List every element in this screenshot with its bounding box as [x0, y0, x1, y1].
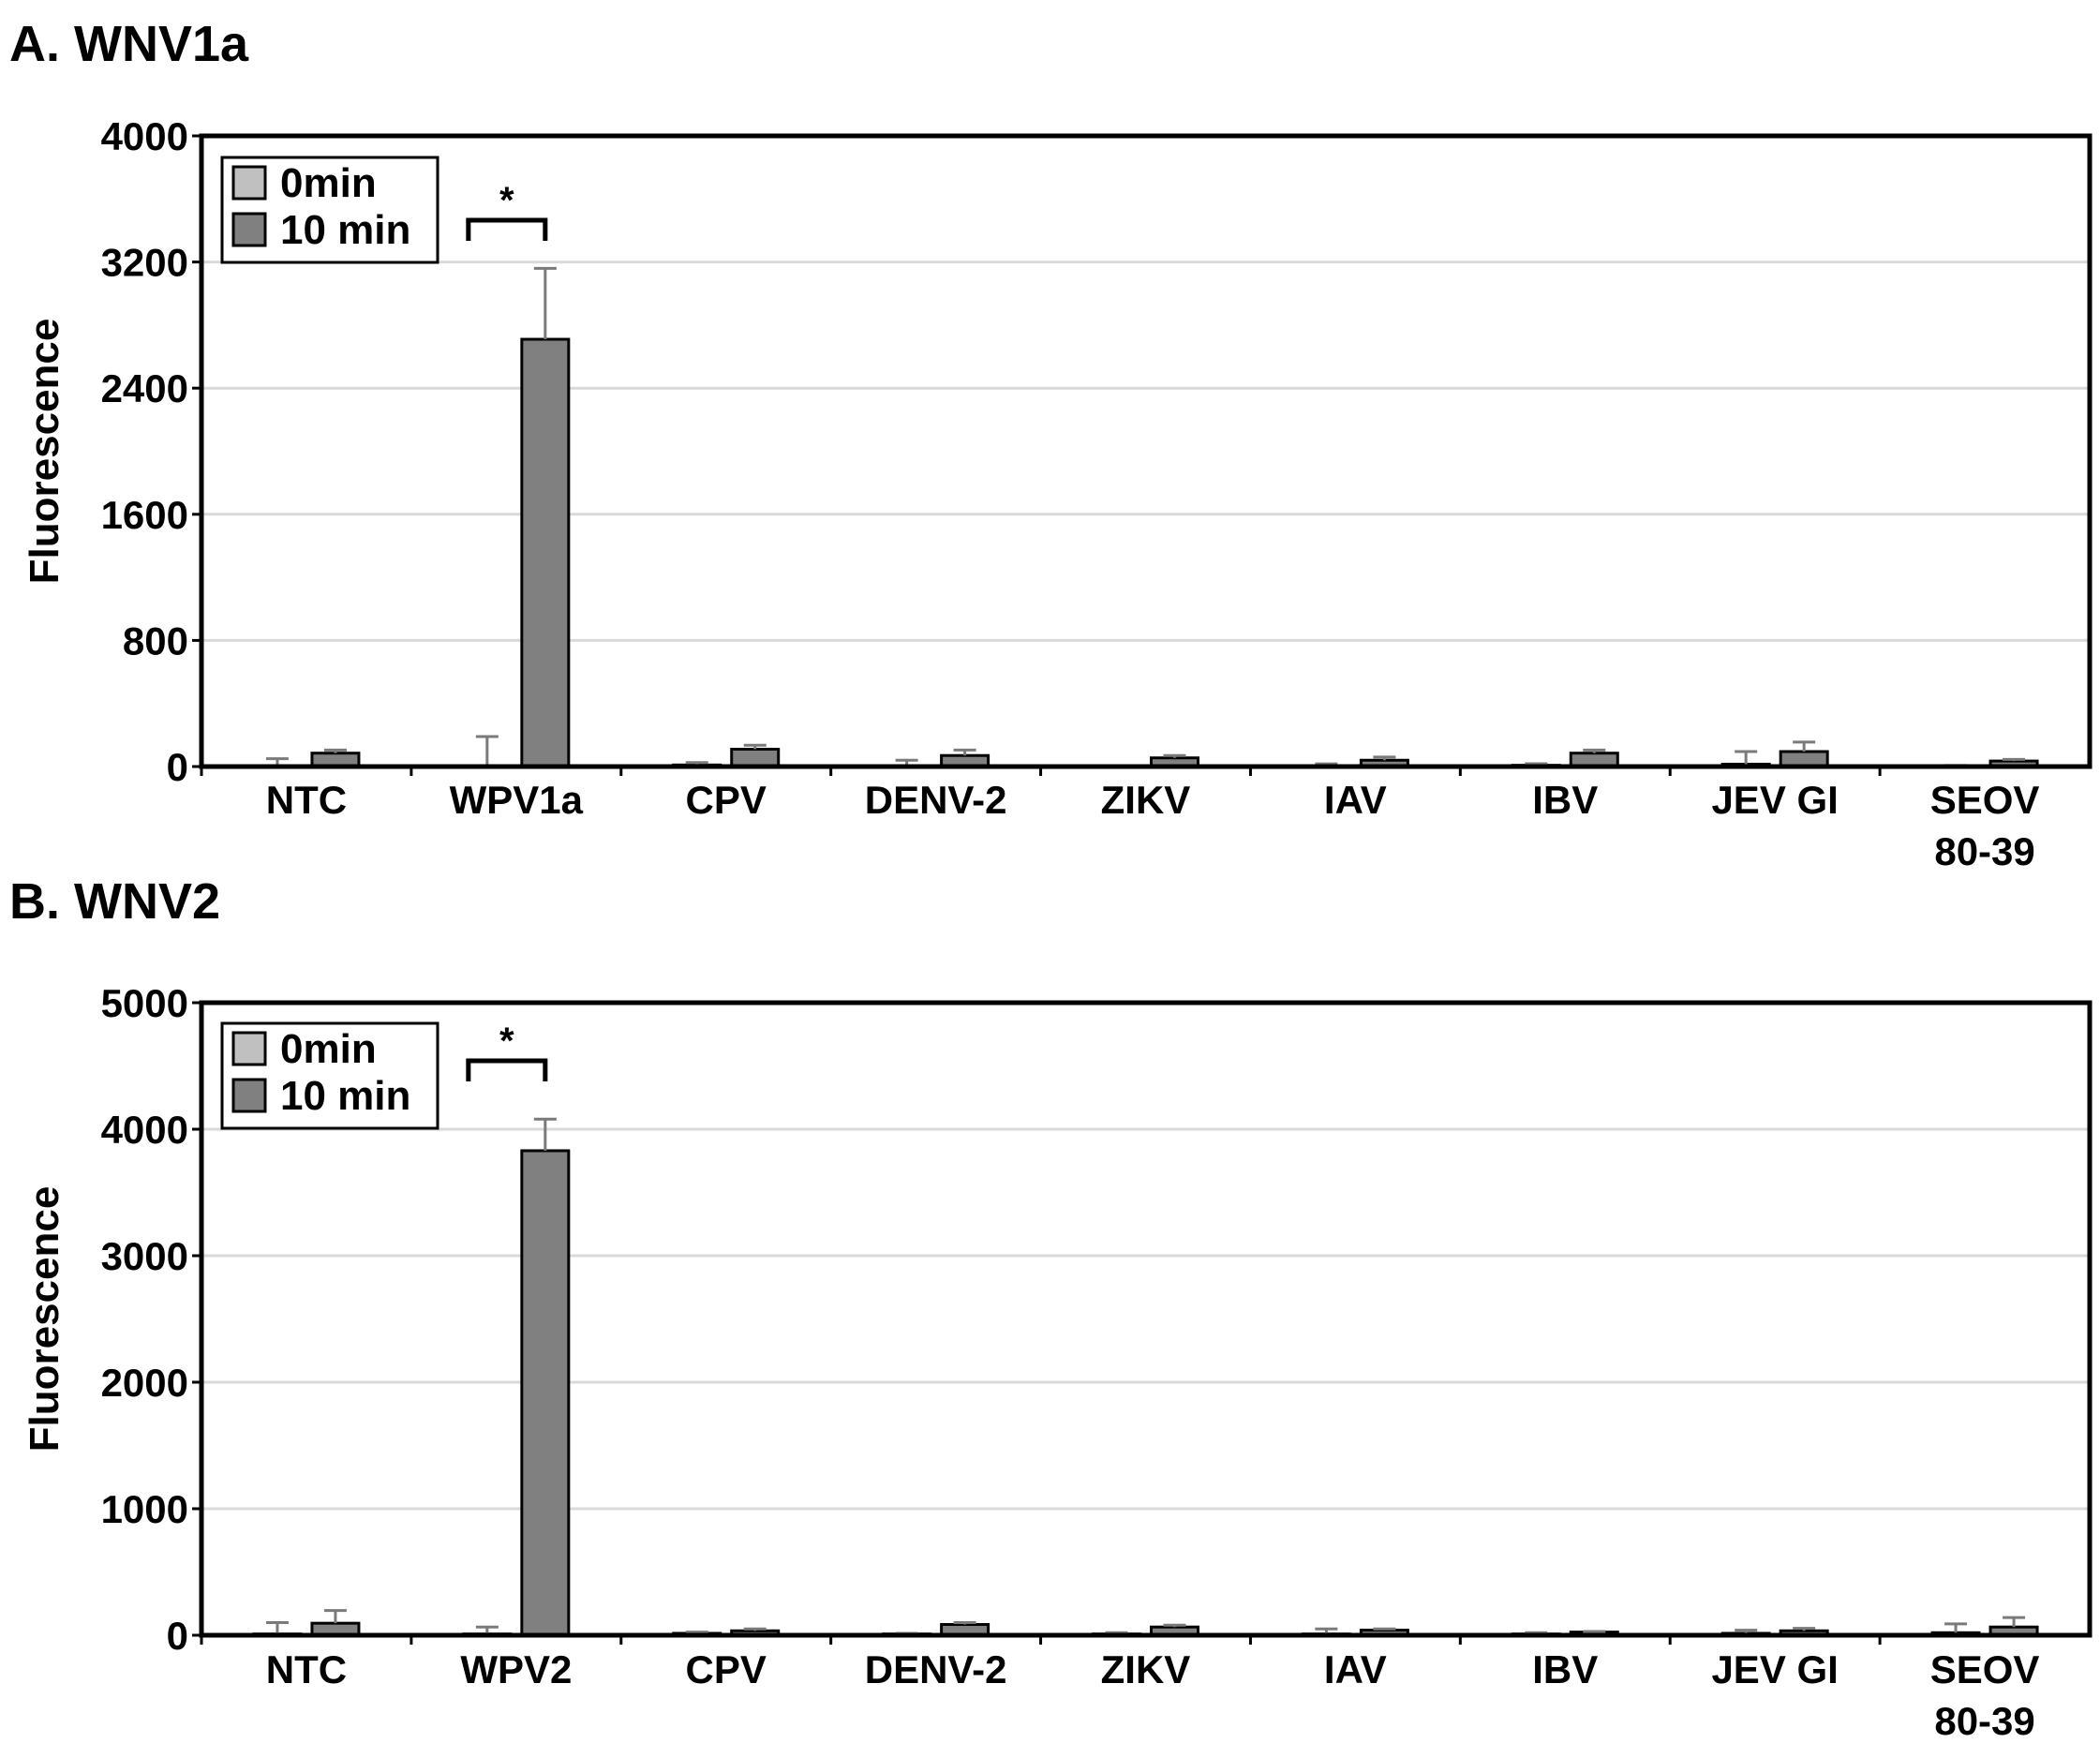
y-tick-label: 3200 [101, 241, 188, 285]
plot-frame [199, 133, 2093, 769]
legend-swatch [231, 212, 267, 247]
bar-10min [520, 337, 571, 768]
category-label: JEV GI [1711, 778, 1838, 822]
y-tick-label: 1600 [101, 493, 188, 537]
plot-frame [199, 1000, 2093, 1638]
y-tick-label: 2000 [101, 1361, 188, 1405]
legend-swatch [231, 1078, 267, 1113]
panel-title: B. WNV2 [9, 873, 220, 930]
y-tick-label: 1000 [101, 1487, 188, 1531]
category-label: CPV [686, 778, 767, 822]
y-tick-label: 5000 [101, 981, 188, 1025]
significance-label: * [499, 1020, 514, 1062]
category-label: IBV [1532, 778, 1598, 822]
legend-label: 0min [280, 160, 377, 206]
legend-label: 10 min [280, 1073, 410, 1119]
category-label: NTC [266, 1647, 347, 1691]
bar-10min [520, 1149, 571, 1637]
y-tick-label: 4000 [101, 114, 188, 158]
y-tick-label: 0 [167, 745, 188, 789]
legend-swatch [231, 1031, 267, 1066]
legend-swatch [231, 165, 267, 201]
bar-10min [730, 747, 781, 768]
y-tick-label: 2400 [101, 366, 188, 410]
panel-b: B. WNV2 0 1000 2000 3000 4000 5000 Fluorescence… [9, 873, 2093, 1743]
category-label: IBV [1532, 1647, 1598, 1691]
category-label: WPV1a [450, 778, 584, 822]
y-axis-label: Fluorescence [22, 1186, 67, 1452]
category-label: IAV [1324, 778, 1387, 822]
category-label: WPV2 [460, 1647, 572, 1691]
panel-a: A. WNV1a 0 800 1600 2400 3200 4000 Fluorescence… [9, 16, 2093, 873]
y-tick-label: 0 [167, 1614, 188, 1658]
legend-label: 10 min [280, 207, 410, 253]
category-label: SEOV 80-39 [1930, 778, 2040, 873]
significance-bracket [466, 1058, 548, 1081]
category-label: CPV [686, 1647, 767, 1691]
category-label: ZIKV [1101, 778, 1191, 822]
significance-bracket [466, 217, 548, 241]
category-label: IAV [1324, 1647, 1387, 1691]
y-tick-label: 3000 [101, 1234, 188, 1278]
category-label: SEOV 80-39 [1930, 1647, 2040, 1743]
significance-label: * [499, 180, 514, 221]
panel-title: A. WNV1a [9, 16, 249, 72]
category-label: ZIKV [1101, 1647, 1191, 1691]
legend-label: 0min [280, 1026, 377, 1072]
y-axis-label: Fluorescence [22, 319, 67, 585]
y-tick-label: 800 [123, 618, 188, 663]
category-label: NTC [266, 778, 347, 822]
category-label: JEV GI [1711, 1647, 1838, 1691]
category-label: DENV-2 [865, 778, 1007, 822]
y-tick-label: 4000 [101, 1108, 188, 1152]
category-label: DENV-2 [865, 1647, 1007, 1691]
